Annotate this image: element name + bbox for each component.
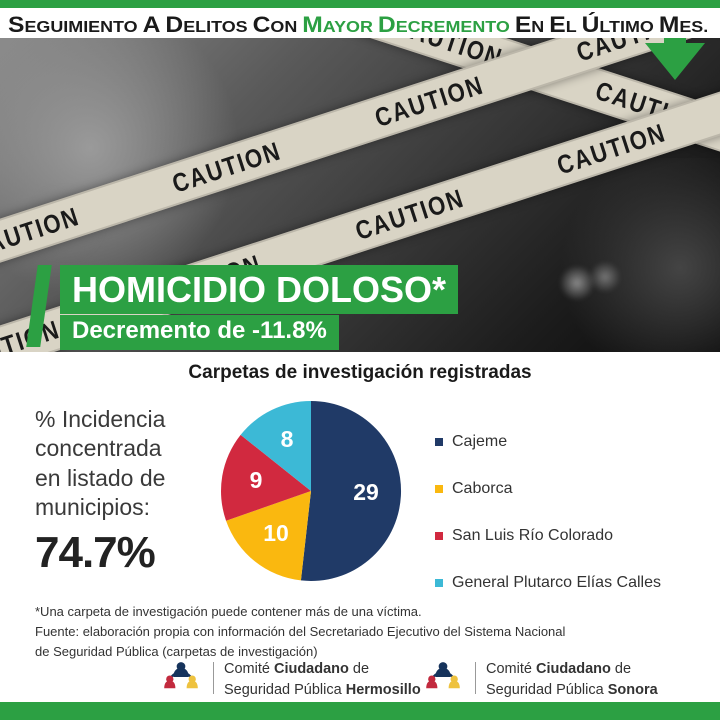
svg-text:10: 10 xyxy=(263,520,289,546)
svg-text:8: 8 xyxy=(281,426,294,452)
svg-text:9: 9 xyxy=(250,467,263,493)
svg-text:29: 29 xyxy=(353,479,379,505)
